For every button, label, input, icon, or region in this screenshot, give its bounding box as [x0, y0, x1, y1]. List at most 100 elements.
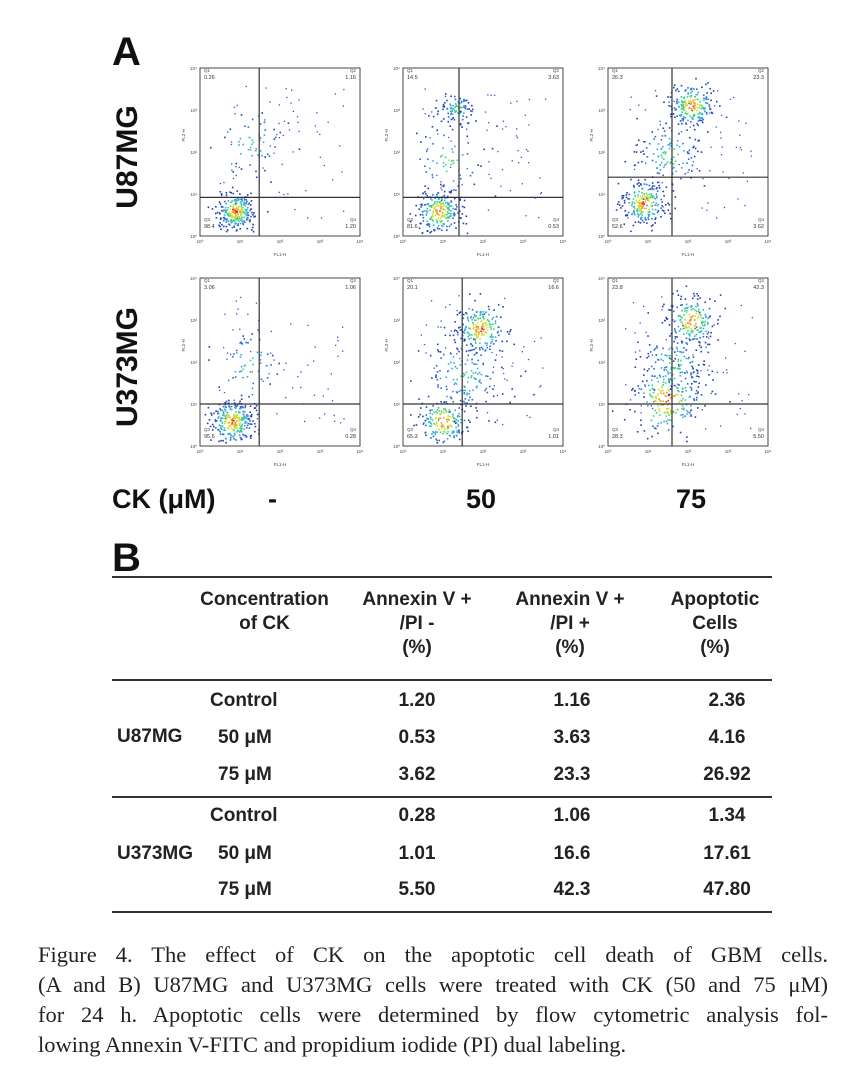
- annexin-neg-cell: 5.50: [398, 879, 436, 900]
- panel-b-letter: B: [112, 536, 141, 580]
- y-tick-label: 10³: [393, 108, 400, 113]
- quadrant-ul-value: 3.06: [204, 285, 215, 291]
- header-concentration: Concentration of CK: [192, 588, 337, 636]
- quadrant-ul-name: Q1: [204, 278, 211, 283]
- quadrant-lr-name: Q4: [553, 217, 560, 222]
- x-tick-label: 10¹: [440, 239, 447, 244]
- row-label-u373mg: U373MG: [111, 306, 144, 428]
- x-tick-label: 10¹: [237, 239, 244, 244]
- y-tick-label: 10²: [598, 150, 605, 155]
- quadrant-ll-name: Q3: [407, 217, 414, 222]
- group-label-u373mg: U373MG: [117, 843, 194, 864]
- apoptotic-cell: 2.36: [708, 690, 746, 711]
- x-axis-label: FL1-H: [682, 462, 695, 467]
- quadrant-ul-name: Q1: [407, 68, 414, 73]
- apoptotic-cell: 26.92: [703, 764, 751, 785]
- x-tick-label: 10³: [317, 239, 324, 244]
- header-annexin-pos-line1: Annexin V +: [515, 589, 625, 610]
- plot-frame: [402, 277, 564, 447]
- quadrant-ur-value: 1.06: [345, 285, 356, 291]
- x-tick-label: 10²: [277, 239, 284, 244]
- x-tick-label: 10²: [480, 449, 487, 454]
- y-tick-label: 10⁰: [393, 234, 400, 239]
- quadrant-lr-name: Q4: [350, 217, 357, 222]
- x-tick-label: 10¹: [645, 239, 652, 244]
- x-tick-label: 10⁴: [765, 239, 772, 244]
- y-axis-label: FL2-H: [384, 339, 389, 352]
- dot-plot: Q1 20.1 Q2 16.6 Q3 65.3 Q4 1.01 10⁰ 10⁰ 10¹ 10¹ 10² 1…: [384, 272, 568, 470]
- quadrant-lr-name: Q4: [758, 427, 765, 432]
- y-tick-label: 10³: [190, 108, 197, 113]
- quadrant-ul-name: Q1: [407, 278, 414, 283]
- x-axis-label: FL1-H: [477, 252, 490, 257]
- x-tick-label: 10⁴: [560, 449, 567, 454]
- y-tick-label: 10¹: [190, 192, 197, 197]
- plot-frame: [607, 277, 769, 447]
- quadrant-lr-name: Q4: [758, 217, 765, 222]
- x-tick-label: 10²: [685, 239, 692, 244]
- header-annexin-neg: Annexin V + /PI - (%): [357, 588, 477, 660]
- annexin-pos-cell: 3.63: [553, 727, 591, 748]
- annexin-neg-cell: 1.20: [398, 690, 436, 711]
- x-tick-label: 10⁴: [765, 449, 772, 454]
- x-tick-label: 10³: [725, 239, 732, 244]
- y-tick-label: 10³: [598, 318, 605, 323]
- quadrant-ll-name: Q3: [612, 427, 619, 432]
- y-tick-label: 10²: [393, 150, 400, 155]
- group-label-u87mg: U87MG: [117, 726, 183, 747]
- y-axis-label: FL2-H: [589, 339, 594, 352]
- quadrant-ul-name: Q1: [612, 278, 619, 283]
- x-tick-label: 10²: [277, 449, 284, 454]
- x-tick-label: 10³: [520, 449, 527, 454]
- x-tick-label: 10⁴: [357, 239, 364, 244]
- y-tick-label: 10⁴: [190, 66, 197, 71]
- quadrant-ur-name: Q2: [758, 278, 765, 283]
- y-tick-label: 10¹: [598, 192, 605, 197]
- x-tick-label: 10⁴: [357, 449, 364, 454]
- header-concentration-line1: Concentration: [200, 589, 329, 610]
- annexin-pos-cell: 42.3: [553, 879, 591, 900]
- quadrant-ul-value: 26.3: [612, 75, 623, 81]
- quadrant-ur-value: 42.3: [753, 285, 764, 291]
- quadrant-lr-value: 1.20: [345, 224, 356, 230]
- event-dots: [207, 85, 345, 233]
- group-rule: [112, 796, 772, 798]
- x-axis-label: FL1-H: [682, 252, 695, 257]
- x-tick-label: 10²: [480, 239, 487, 244]
- y-tick-label: 10²: [393, 360, 400, 365]
- annexin-neg-cell: 3.62: [398, 764, 436, 785]
- table-bottom-rule: [112, 911, 772, 913]
- header-annexin-neg-line1: Annexin V +: [362, 589, 472, 610]
- caption-line: (A and B) U87MG and U373MG cells were tr…: [38, 972, 828, 997]
- apoptotic-cell: 17.61: [703, 843, 751, 864]
- y-tick-label: 10²: [190, 360, 197, 365]
- x-tick-label: 10¹: [645, 449, 652, 454]
- y-tick-label: 10¹: [393, 192, 400, 197]
- y-tick-label: 10¹: [393, 402, 400, 407]
- y-tick-label: 10⁰: [190, 444, 197, 449]
- quadrant-ll-value: 65.3: [407, 434, 418, 440]
- dot-plot: Q1 26.3 Q2 23.3 Q3 52.6 Q4 3.62 10⁰ 10⁰ 10¹ 10¹ 10² 1…: [589, 62, 773, 260]
- conc-cell: 50 μM: [218, 727, 272, 748]
- apoptotic-cell: 1.34: [708, 805, 746, 826]
- quadrant-ll-value: 95.6: [204, 434, 215, 440]
- quadrant-ll-name: Q3: [204, 427, 211, 432]
- quadrant-lr-value: 3.62: [753, 224, 764, 230]
- annexin-pos-cell: 1.06: [553, 805, 591, 826]
- y-tick-label: 10⁰: [598, 234, 605, 239]
- x-axis-label: FL1-H: [477, 462, 490, 467]
- header-annexin-neg-line3: (%): [402, 637, 432, 658]
- x-tick-label: 10³: [317, 449, 324, 454]
- quadrant-ul-name: Q1: [204, 68, 211, 73]
- ck-value-75: 75: [676, 484, 707, 514]
- event-dots: [409, 88, 547, 235]
- quadrant-ll-value: 52.6: [612, 224, 623, 230]
- x-tick-label: 10³: [520, 239, 527, 244]
- quadrant-ll-name: Q3: [612, 217, 619, 222]
- header-apoptotic-line1: Apoptotic: [670, 589, 760, 610]
- dot-plot: Q1 0.26 Q2 1.16 Q3 98.4 Q4 1.20 10⁰ 10⁰ 10¹ 10¹ 10² 1…: [181, 62, 365, 260]
- header-concentration-line2: of CK: [239, 613, 290, 634]
- quadrant-ur-name: Q2: [758, 68, 765, 73]
